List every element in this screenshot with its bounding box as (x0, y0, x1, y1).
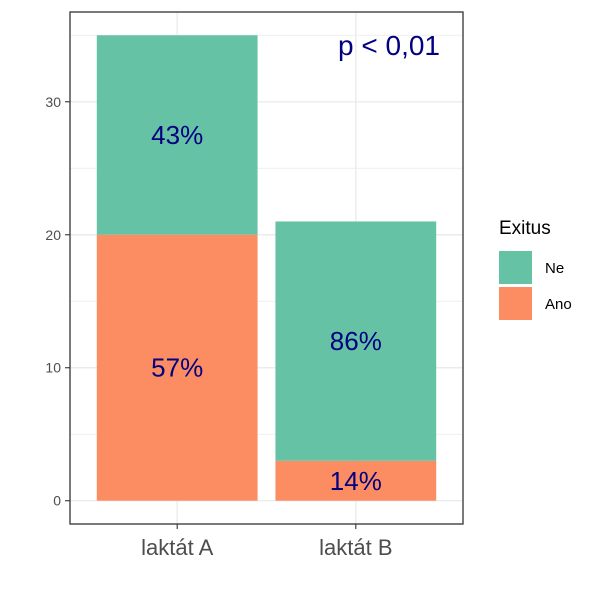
legend-title: Exitus (499, 218, 551, 239)
y-tick-label: 10 (45, 360, 61, 376)
bar-percent-label: 43% (151, 120, 203, 150)
y-axis: 0 10 20 30 (45, 94, 70, 509)
bar-ne (96, 35, 258, 235)
p-value-annotation: p < 0,01 (338, 30, 440, 61)
bar-percent-label: 14% (330, 466, 382, 496)
legend-label-ano: Ano (545, 296, 572, 313)
y-tick-label: 20 (45, 227, 61, 243)
bar-labels: 57% 43% 14% 86% (151, 120, 382, 496)
x-tick-label: laktát A (141, 535, 213, 560)
bar-percent-label: 86% (330, 326, 382, 356)
legend: Exitus Ne Ano (499, 218, 572, 320)
bar-ano (96, 234, 258, 501)
bars (96, 35, 437, 501)
legend-swatch-ne (499, 251, 532, 284)
x-axis: laktát A laktát B (141, 524, 393, 560)
legend-swatch-ano (499, 287, 532, 320)
legend-label-ne: Ne (545, 260, 564, 277)
bar-ne (275, 221, 437, 461)
bar-ano (275, 460, 437, 501)
bar-percent-label: 57% (151, 353, 203, 383)
x-tick-label: laktát B (319, 535, 392, 560)
y-tick-label: 30 (45, 94, 61, 110)
panel-border (69, 11, 464, 525)
y-tick-label: 0 (53, 493, 61, 509)
